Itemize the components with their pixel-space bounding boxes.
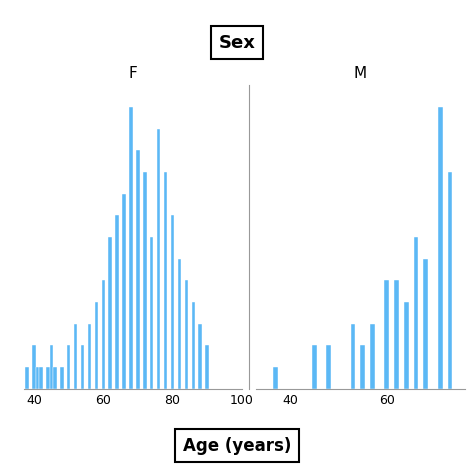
- Bar: [143, 172, 146, 389]
- Bar: [185, 280, 188, 389]
- Bar: [404, 302, 409, 389]
- Bar: [171, 215, 174, 389]
- Bar: [178, 259, 181, 389]
- Bar: [360, 346, 365, 389]
- Title: F: F: [128, 66, 137, 82]
- Bar: [423, 259, 428, 389]
- Bar: [129, 107, 133, 389]
- Bar: [50, 346, 53, 389]
- Bar: [88, 324, 91, 389]
- Bar: [205, 346, 209, 389]
- Bar: [157, 128, 160, 389]
- Bar: [53, 367, 56, 389]
- Bar: [312, 346, 317, 389]
- Bar: [438, 107, 443, 389]
- Bar: [60, 367, 64, 389]
- Bar: [447, 172, 452, 389]
- Bar: [164, 172, 167, 389]
- Title: M: M: [354, 66, 367, 82]
- Bar: [414, 237, 419, 389]
- Bar: [370, 324, 375, 389]
- Bar: [199, 324, 202, 389]
- Bar: [39, 367, 43, 389]
- Bar: [81, 346, 84, 389]
- Bar: [326, 346, 331, 389]
- Bar: [109, 237, 112, 389]
- Bar: [46, 367, 50, 389]
- Bar: [122, 194, 126, 389]
- Bar: [101, 280, 105, 389]
- Bar: [384, 280, 389, 389]
- Bar: [95, 302, 98, 389]
- Bar: [394, 280, 399, 389]
- Bar: [74, 324, 77, 389]
- Bar: [36, 367, 39, 389]
- Bar: [150, 237, 154, 389]
- Bar: [32, 346, 36, 389]
- Text: Sex: Sex: [219, 34, 255, 52]
- Bar: [67, 346, 71, 389]
- Text: Age (years): Age (years): [183, 437, 291, 455]
- Bar: [191, 302, 195, 389]
- Bar: [273, 367, 278, 389]
- Bar: [26, 367, 29, 389]
- Bar: [136, 150, 140, 389]
- Bar: [351, 324, 356, 389]
- Bar: [115, 215, 119, 389]
